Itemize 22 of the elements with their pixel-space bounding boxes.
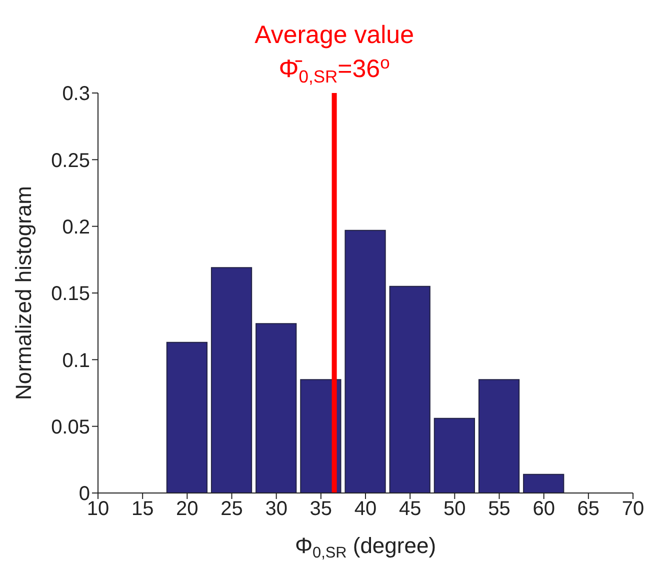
x-tick-label: 30 [265,498,288,520]
x-tick-label: 70 [622,498,644,520]
x-tick-label: 40 [354,498,377,520]
x-tick-label: 25 [220,498,243,520]
x-axis-title: Φ$_{0,SR}$ (degree) [294,533,436,562]
y-tick-label: 0.1 [62,350,90,372]
y-tick-label: 0.25 [51,150,90,172]
ref-line-label: Average value [254,21,414,49]
x-tick-label: 45 [398,498,422,520]
x-tick-label: 35 [310,498,332,520]
x-tick-label: 60 [532,498,555,520]
y-tick-label: 0.2 [62,216,90,238]
y-tick-label: 0.05 [51,416,90,438]
x-tick-label: 65 [577,498,600,520]
x-tick-label: 50 [444,498,466,520]
x-tick-label: 15 [131,498,154,520]
y-tick-label: 0.15 [51,283,90,306]
y-tick-label: 0.3 [62,83,90,106]
x-tick-label: 55 [488,498,510,520]
x-tick-label: 20 [176,498,198,520]
text: Φ̄$_{0,SR}$=36$^{o}$ [278,52,390,86]
y-axis-title: Normalized histogram [10,186,36,400]
